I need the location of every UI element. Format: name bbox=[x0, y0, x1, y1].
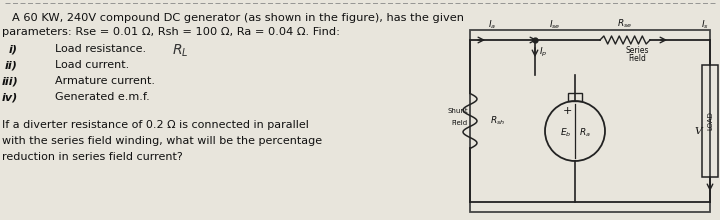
Text: $I_{se}$: $I_{se}$ bbox=[549, 18, 561, 31]
Text: Field: Field bbox=[452, 120, 468, 126]
Text: Field: Field bbox=[628, 54, 646, 63]
Text: $E_b$: $E_b$ bbox=[560, 127, 572, 139]
Text: LOAD: LOAD bbox=[707, 112, 713, 130]
Text: iii): iii) bbox=[1, 76, 18, 86]
Text: $R_a$: $R_a$ bbox=[579, 127, 591, 139]
Text: $I_a$: $I_a$ bbox=[488, 18, 496, 31]
Text: i): i) bbox=[9, 44, 18, 54]
Text: $I_p$: $I_p$ bbox=[539, 46, 547, 59]
Text: reduction in series field current?: reduction in series field current? bbox=[2, 152, 183, 162]
Text: with the series field winding, what will be the percentage: with the series field winding, what will… bbox=[2, 136, 322, 146]
Text: A 60 KW, 240V compound DC generator (as shown in the figure), has the given: A 60 KW, 240V compound DC generator (as … bbox=[12, 13, 464, 23]
Text: Series: Series bbox=[625, 46, 649, 55]
Text: parameters: Rse = 0.01 Ω, Rsh = 100 Ω, Ra = 0.04 Ω. Find:: parameters: Rse = 0.01 Ω, Rsh = 100 Ω, R… bbox=[2, 27, 340, 37]
Text: V: V bbox=[694, 126, 702, 136]
Bar bbox=[568, 93, 582, 101]
Text: +: + bbox=[562, 106, 572, 116]
Text: Load current.: Load current. bbox=[55, 60, 130, 70]
Text: $R_L$: $R_L$ bbox=[172, 43, 189, 59]
Text: $R_{sh}$: $R_{sh}$ bbox=[490, 115, 505, 127]
Text: If a diverter resistance of 0.2 Ω is connected in parallel: If a diverter resistance of 0.2 Ω is con… bbox=[2, 120, 309, 130]
Bar bbox=[702, 65, 718, 177]
Text: ii): ii) bbox=[5, 60, 18, 70]
Text: iv): iv) bbox=[1, 92, 18, 102]
Text: Generated e.m.f.: Generated e.m.f. bbox=[55, 92, 150, 102]
Text: $I_s$: $I_s$ bbox=[701, 18, 709, 31]
Text: Load resistance.: Load resistance. bbox=[55, 44, 146, 54]
Text: Shunt: Shunt bbox=[447, 108, 468, 114]
Text: Armature current.: Armature current. bbox=[55, 76, 155, 86]
Text: $R_{se}$: $R_{se}$ bbox=[618, 18, 633, 30]
